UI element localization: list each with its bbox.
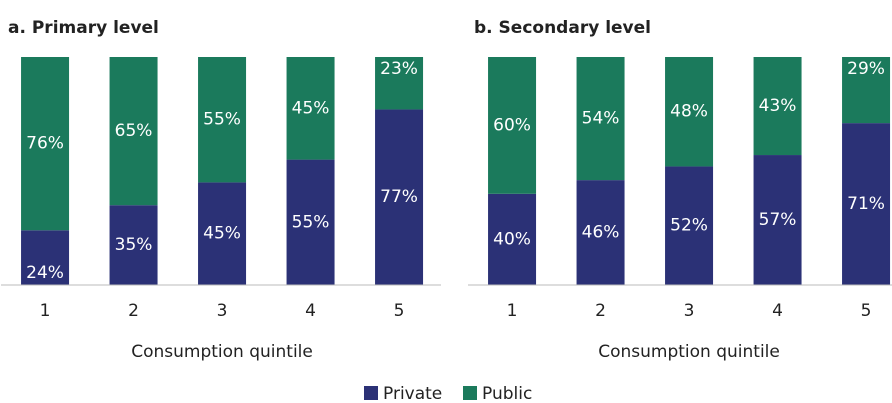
- bar-segment: [576, 57, 625, 181]
- bar-segment: [109, 205, 158, 285]
- legend-label: Private: [383, 384, 442, 403]
- bar-segment: [375, 109, 424, 285]
- x-axis-label: Consumption quintile: [598, 342, 780, 362]
- bar-segment: [576, 180, 625, 285]
- x-tick-label: 5: [394, 301, 405, 321]
- bar-segment: [665, 166, 714, 285]
- bar-segment: [665, 57, 714, 167]
- data-label: 54%: [582, 109, 620, 129]
- x-axis-label: Consumption quintile: [131, 342, 313, 362]
- x-tick-label: 4: [772, 301, 783, 321]
- data-label: 77%: [380, 187, 418, 207]
- x-tick-label: 4: [305, 301, 316, 321]
- x-tick-label: 3: [684, 301, 695, 321]
- data-label: 55%: [292, 212, 330, 232]
- bar-segment: [753, 57, 802, 156]
- data-label: 46%: [582, 223, 620, 243]
- bar-segment: [198, 182, 247, 285]
- data-label: 76%: [26, 134, 64, 154]
- bar-segment: [286, 57, 335, 160]
- x-tick-label: 2: [128, 301, 139, 321]
- data-label: 65%: [115, 121, 153, 141]
- chart-title: a. Primary level: [8, 18, 159, 38]
- bar-segment: [753, 155, 802, 285]
- data-label: 23%: [380, 59, 418, 79]
- bar-segment: [842, 123, 891, 286]
- chart-title: b. Secondary level: [474, 18, 651, 38]
- data-label: 40%: [493, 229, 531, 249]
- data-label: 57%: [759, 210, 797, 230]
- data-label: 24%: [26, 263, 64, 283]
- legend-swatch: [463, 386, 477, 400]
- data-label: 55%: [203, 110, 241, 130]
- x-tick-label: 1: [40, 301, 51, 321]
- bar-segment: [286, 159, 335, 285]
- legend-swatch: [364, 386, 378, 400]
- data-label: 43%: [759, 96, 797, 116]
- data-label: 60%: [493, 115, 531, 135]
- x-tick-label: 5: [861, 301, 872, 321]
- x-tick-label: 2: [595, 301, 606, 321]
- bar-segment: [21, 57, 70, 231]
- data-label: 29%: [847, 59, 885, 79]
- bar-segment: [109, 57, 158, 206]
- data-label: 71%: [847, 194, 885, 214]
- data-label: 45%: [203, 224, 241, 244]
- bar-segment: [488, 57, 537, 194]
- legend-label: Public: [482, 384, 532, 403]
- data-label: 48%: [670, 102, 708, 122]
- x-tick-label: 1: [507, 301, 518, 321]
- bar-segment: [375, 57, 424, 110]
- bar-segment: [488, 193, 537, 285]
- data-label: 45%: [292, 98, 330, 118]
- x-tick-label: 3: [217, 301, 228, 321]
- bar-segment: [21, 230, 70, 285]
- data-label: 35%: [115, 235, 153, 255]
- data-label: 52%: [670, 216, 708, 236]
- bar-segment: [842, 57, 891, 124]
- bar-segment: [198, 57, 247, 183]
